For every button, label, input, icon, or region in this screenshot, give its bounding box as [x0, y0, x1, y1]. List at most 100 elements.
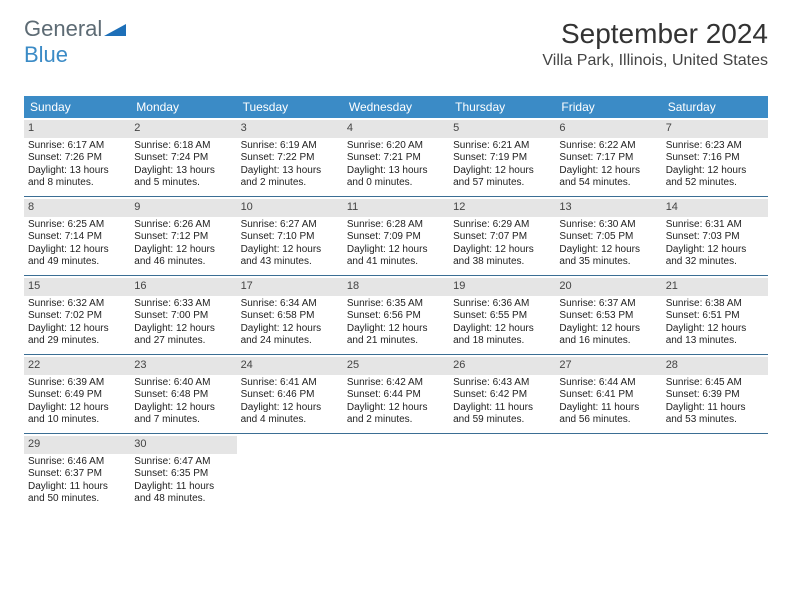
location: Villa Park, Illinois, United States: [542, 52, 768, 70]
daylight-line: Daylight: 12 hours and 13 minutes.: [666, 323, 764, 348]
day-number: 12: [449, 199, 555, 217]
sunrise-line: Sunrise: 6:27 AM: [241, 219, 339, 232]
day-cell: 11Sunrise: 6:28 AMSunset: 7:09 PMDayligh…: [343, 197, 449, 275]
sunrise-line: Sunrise: 6:18 AM: [134, 140, 232, 153]
day-number: 2: [130, 120, 236, 138]
sunset-line: Sunset: 7:14 PM: [28, 231, 126, 244]
sunrise-line: Sunrise: 6:32 AM: [28, 298, 126, 311]
daylight-line: Daylight: 12 hours and 21 minutes.: [347, 323, 445, 348]
day-number: 3: [237, 120, 343, 138]
day-cell: 28Sunrise: 6:45 AMSunset: 6:39 PMDayligh…: [662, 355, 768, 433]
week-row: 1Sunrise: 6:17 AMSunset: 7:26 PMDaylight…: [24, 118, 768, 197]
sunset-line: Sunset: 6:51 PM: [666, 310, 764, 323]
day-cell: 21 Sunrise: 6:38 AMSunset: 6:51 PMDayligh…: [662, 276, 768, 354]
sunset-line: Sunset: 7:05 PM: [559, 231, 657, 244]
day-number: 26: [449, 357, 555, 375]
daylight-line: Daylight: 11 hours and 50 minutes.: [28, 481, 126, 506]
daylight-line: Daylight: 12 hours and 18 minutes.: [453, 323, 551, 348]
logo-triangle-icon: [104, 18, 126, 40]
day-number: 4: [343, 120, 449, 138]
weekday-header: Friday: [555, 96, 661, 118]
weekday-header: Monday: [130, 96, 236, 118]
weekday-header: Saturday: [662, 96, 768, 118]
day-cell: [237, 434, 343, 512]
day-cell: 5Sunrise: 6:21 AMSunset: 7:19 PMDaylight…: [449, 118, 555, 196]
day-number: 11: [343, 199, 449, 217]
day-number: 29: [24, 436, 130, 454]
sunrise-line: Sunrise: 6:41 AM: [241, 377, 339, 390]
day-cell: 9Sunrise: 6:26 AMSunset: 7:12 PMDaylight…: [130, 197, 236, 275]
day-cell: 29Sunrise: 6:46 AMSunset: 6:37 PMDayligh…: [24, 434, 130, 512]
sunrise-line: Sunrise: 6:28 AM: [347, 219, 445, 232]
day-number: 9: [130, 199, 236, 217]
day-cell: [555, 434, 661, 512]
daylight-line: Daylight: 12 hours and 24 minutes.: [241, 323, 339, 348]
calendar: SundayMondayTuesdayWednesdayThursdayFrid…: [24, 96, 768, 512]
daylight-line: Daylight: 11 hours and 53 minutes.: [666, 402, 764, 427]
sunset-line: Sunset: 7:21 PM: [347, 152, 445, 165]
day-cell: [343, 434, 449, 512]
weekday-row: SundayMondayTuesdayWednesdayThursdayFrid…: [24, 96, 768, 118]
daylight-line: Daylight: 12 hours and 4 minutes.: [241, 402, 339, 427]
daylight-line: Daylight: 12 hours and 43 minutes.: [241, 244, 339, 269]
sunset-line: Sunset: 6:41 PM: [559, 389, 657, 402]
day-cell: 30Sunrise: 6:47 AMSunset: 6:35 PMDayligh…: [130, 434, 236, 512]
day-number: 22: [24, 357, 130, 375]
day-number: 27: [555, 357, 661, 375]
logo-text-blue: Blue: [24, 42, 68, 68]
day-number: 10: [237, 199, 343, 217]
sunset-line: Sunset: 7:07 PM: [453, 231, 551, 244]
day-cell: 25Sunrise: 6:42 AMSunset: 6:44 PMDayligh…: [343, 355, 449, 433]
weekday-header: Sunday: [24, 96, 130, 118]
week-row: 29Sunrise: 6:46 AMSunset: 6:37 PMDayligh…: [24, 434, 768, 512]
day-number: 13: [555, 199, 661, 217]
sunset-line: Sunset: 6:42 PM: [453, 389, 551, 402]
day-cell: [449, 434, 555, 512]
daylight-line: Daylight: 12 hours and 54 minutes.: [559, 165, 657, 190]
sunset-line: Sunset: 7:03 PM: [666, 231, 764, 244]
header: General September 2024 Villa Park, Illin…: [24, 18, 768, 70]
day-cell: 20Sunrise: 6:37 AMSunset: 6:53 PMDayligh…: [555, 276, 661, 354]
sunset-line: Sunset: 6:46 PM: [241, 389, 339, 402]
sunrise-line: Sunrise: 6:21 AM: [453, 140, 551, 153]
sunrise-line: Sunrise: 6:38 AM: [666, 298, 764, 311]
sunrise-line: Sunrise: 6:34 AM: [241, 298, 339, 311]
sunrise-line: Sunrise: 6:35 AM: [347, 298, 445, 311]
day-cell: 13Sunrise: 6:30 AMSunset: 7:05 PMDayligh…: [555, 197, 661, 275]
sunrise-line: Sunrise: 6:45 AM: [666, 377, 764, 390]
day-number: 24: [237, 357, 343, 375]
weeks-container: 1Sunrise: 6:17 AMSunset: 7:26 PMDaylight…: [24, 118, 768, 512]
sunset-line: Sunset: 6:55 PM: [453, 310, 551, 323]
day-cell: 27Sunrise: 6:44 AMSunset: 6:41 PMDayligh…: [555, 355, 661, 433]
day-number: 16: [130, 278, 236, 296]
sunset-line: Sunset: 6:48 PM: [134, 389, 232, 402]
day-cell: 23Sunrise: 6:40 AMSunset: 6:48 PMDayligh…: [130, 355, 236, 433]
sunrise-line: Sunrise: 6:25 AM: [28, 219, 126, 232]
day-number: 7: [662, 120, 768, 138]
daylight-line: Daylight: 13 hours and 8 minutes.: [28, 165, 126, 190]
sunrise-line: Sunrise: 6:43 AM: [453, 377, 551, 390]
day-number: 17: [237, 278, 343, 296]
daylight-line: Daylight: 12 hours and 49 minutes.: [28, 244, 126, 269]
sunrise-line: Sunrise: 6:40 AM: [134, 377, 232, 390]
day-number: 21: [662, 278, 768, 296]
day-number: 15: [24, 278, 130, 296]
weekday-header: Thursday: [449, 96, 555, 118]
day-cell: 8Sunrise: 6:25 AMSunset: 7:14 PMDaylight…: [24, 197, 130, 275]
sunset-line: Sunset: 7:09 PM: [347, 231, 445, 244]
day-number: 6: [555, 120, 661, 138]
daylight-line: Daylight: 12 hours and 38 minutes.: [453, 244, 551, 269]
daylight-line: Daylight: 13 hours and 0 minutes.: [347, 165, 445, 190]
sunrise-line: Sunrise: 6:29 AM: [453, 219, 551, 232]
daylight-line: Daylight: 12 hours and 57 minutes.: [453, 165, 551, 190]
day-number: 30: [130, 436, 236, 454]
sunrise-line: Sunrise: 6:30 AM: [559, 219, 657, 232]
daylight-line: Daylight: 12 hours and 52 minutes.: [666, 165, 764, 190]
sunset-line: Sunset: 7:22 PM: [241, 152, 339, 165]
sunset-line: Sunset: 7:00 PM: [134, 310, 232, 323]
daylight-line: Daylight: 12 hours and 7 minutes.: [134, 402, 232, 427]
day-cell: [662, 434, 768, 512]
day-cell: 7Sunrise: 6:23 AMSunset: 7:16 PMDaylight…: [662, 118, 768, 196]
logo-text-general: General: [24, 18, 102, 40]
sunrise-line: Sunrise: 6:37 AM: [559, 298, 657, 311]
